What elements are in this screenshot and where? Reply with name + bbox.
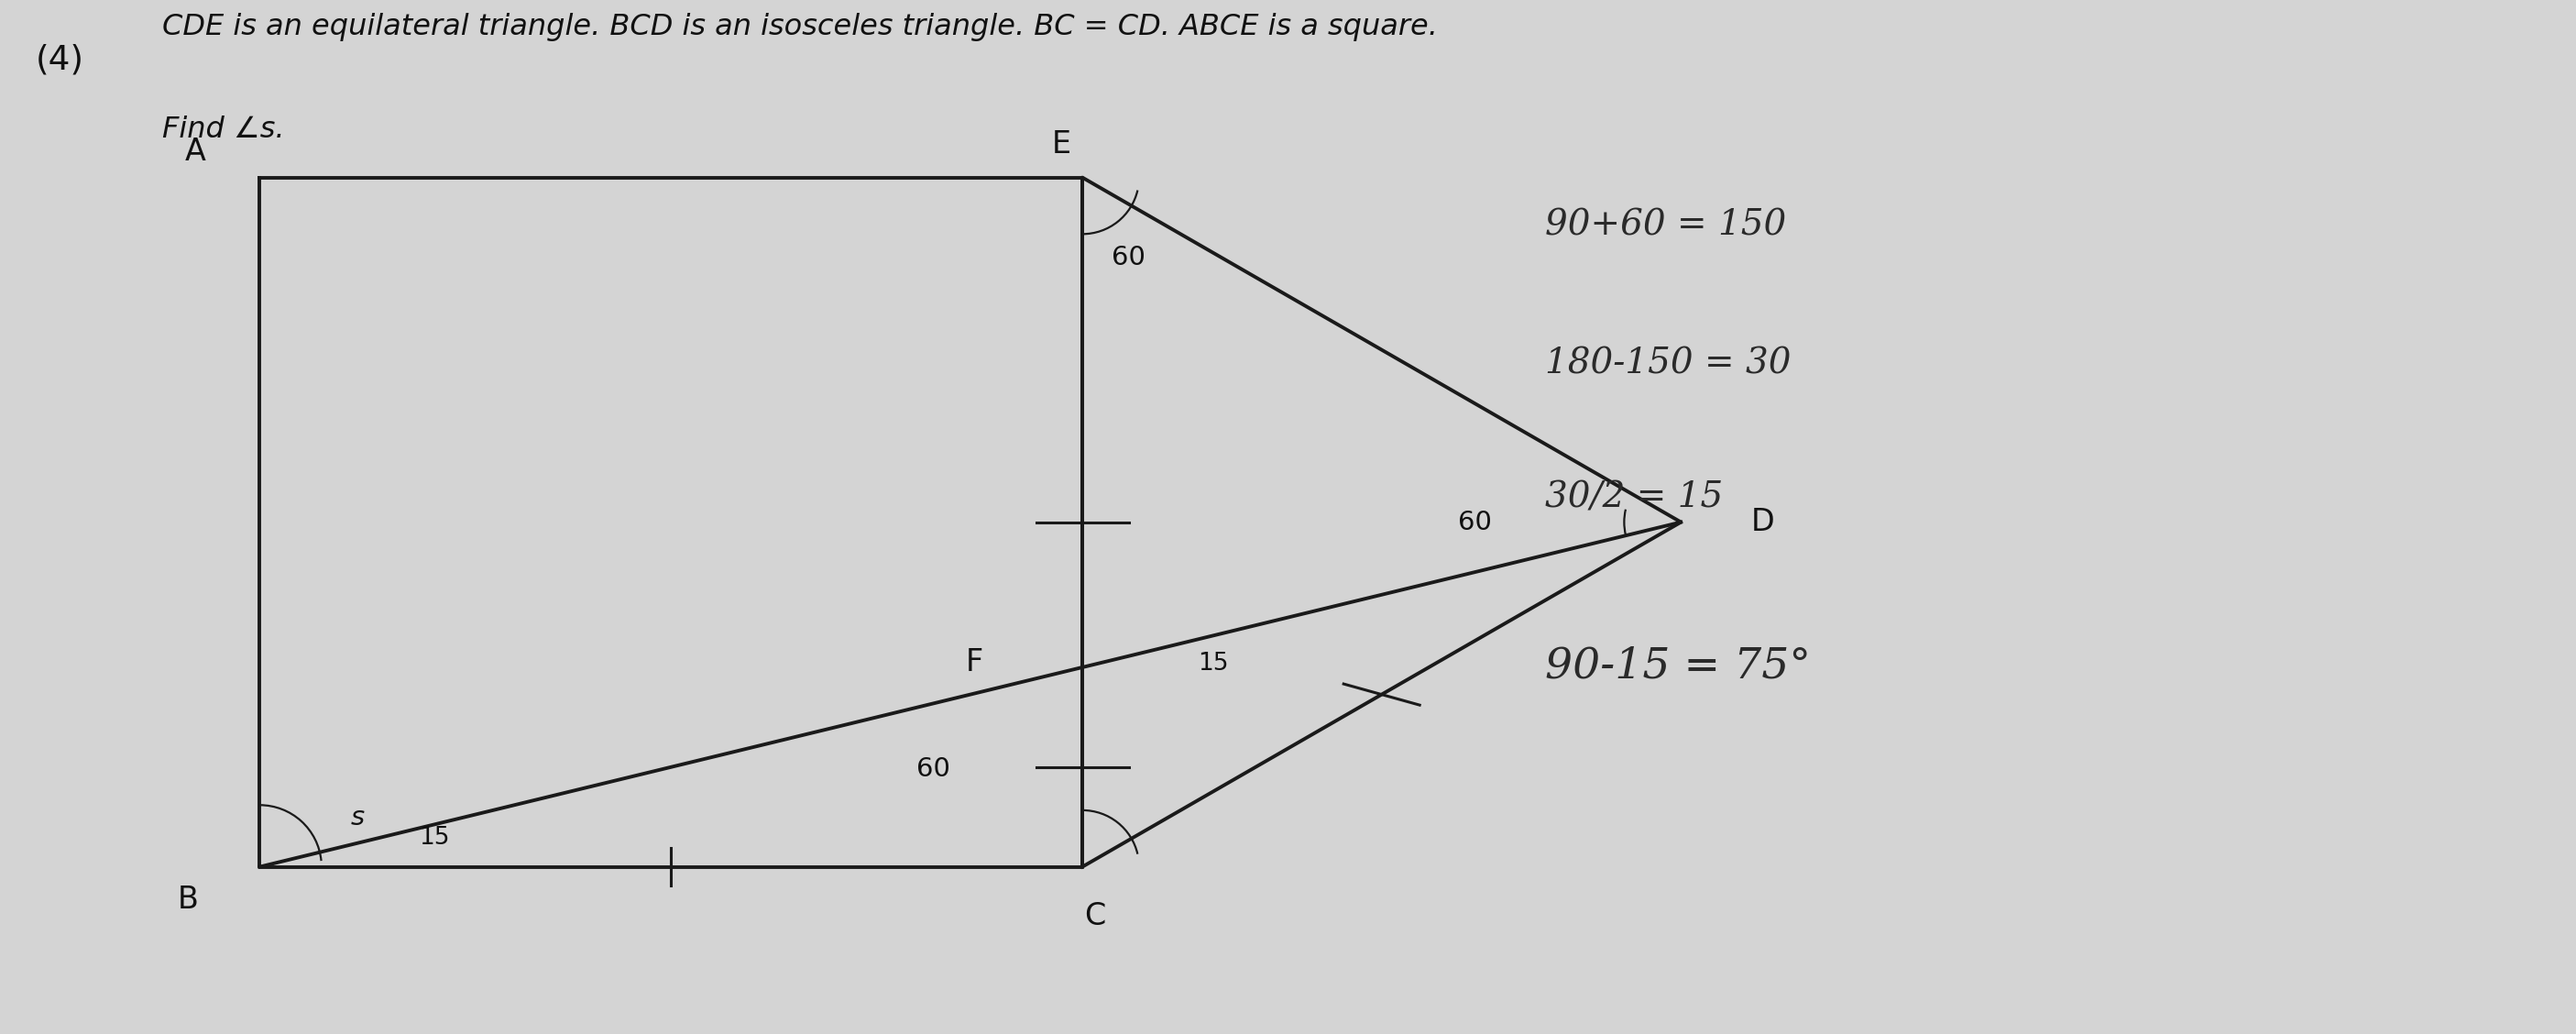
Text: B: B: [178, 885, 198, 915]
Text: 60: 60: [1113, 245, 1146, 271]
Text: E: E: [1051, 129, 1072, 159]
Text: Find ∠s.: Find ∠s.: [162, 116, 283, 144]
Text: CDE is an equilateral triangle. BCD is an isosceles triangle. BC = CD. ABCE is a: CDE is an equilateral triangle. BCD is a…: [162, 12, 1437, 41]
Text: A: A: [185, 136, 206, 166]
Text: 15: 15: [1198, 652, 1229, 676]
Text: F: F: [966, 647, 984, 677]
Text: 60: 60: [1458, 510, 1492, 535]
Text: (4): (4): [36, 43, 85, 77]
Text: 90-15 = 75°: 90-15 = 75°: [1546, 645, 1811, 688]
Text: D: D: [1752, 507, 1775, 538]
Text: 90+60 = 150: 90+60 = 150: [1546, 208, 1785, 242]
Text: 180-150 = 30: 180-150 = 30: [1546, 347, 1790, 382]
Text: C: C: [1084, 901, 1105, 932]
Text: 30/2 = 15: 30/2 = 15: [1546, 481, 1723, 515]
Text: s: s: [350, 804, 363, 830]
Text: 15: 15: [420, 826, 451, 850]
Text: 60: 60: [917, 756, 951, 782]
